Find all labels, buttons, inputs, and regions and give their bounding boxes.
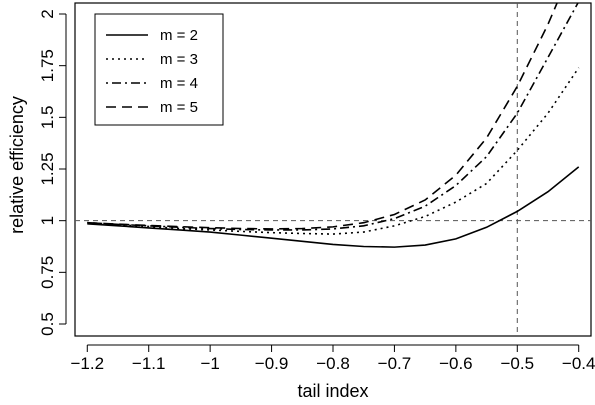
x-tick-label: −0.9 bbox=[255, 354, 289, 373]
y-tick-label: 1.75 bbox=[38, 49, 57, 82]
y-tick-label: 1.25 bbox=[38, 152, 57, 185]
y-axis-title: relative efficiency bbox=[7, 96, 27, 234]
series-line-m5 bbox=[87, 3, 558, 230]
legend-box bbox=[94, 13, 224, 126]
plot-frame bbox=[74, 2, 592, 337]
x-tick-label: −0.7 bbox=[378, 354, 412, 373]
x-tick-label: −0.5 bbox=[501, 354, 535, 373]
x-tick-label: −1.2 bbox=[71, 354, 105, 373]
y-tick-label: 0.5 bbox=[38, 312, 57, 336]
x-tick-label: −1 bbox=[200, 354, 219, 373]
legend-label-m3: m = 3 bbox=[160, 51, 198, 68]
x-axis-title: tail index bbox=[297, 381, 368, 401]
legend-label-m4: m = 4 bbox=[160, 75, 198, 92]
x-tick-label: −0.4 bbox=[562, 354, 595, 373]
y-tick-label: 1.5 bbox=[38, 106, 57, 130]
y-tick-label: 0.75 bbox=[38, 256, 57, 289]
y-tick-label: 1 bbox=[38, 216, 57, 225]
x-tick-label: −1.1 bbox=[132, 354, 166, 373]
series-line-m2 bbox=[87, 166, 580, 248]
legend-label-m5: m = 5 bbox=[160, 99, 198, 116]
series-line-m3 bbox=[87, 67, 580, 235]
legend: m = 2 m = 3 m = 4 m = 5 bbox=[94, 13, 224, 126]
y-tick-label: 2 bbox=[38, 9, 57, 18]
legend-label-m2: m = 2 bbox=[160, 27, 198, 44]
x-tick-label: −0.8 bbox=[316, 354, 350, 373]
x-tick-label: −0.6 bbox=[439, 354, 473, 373]
